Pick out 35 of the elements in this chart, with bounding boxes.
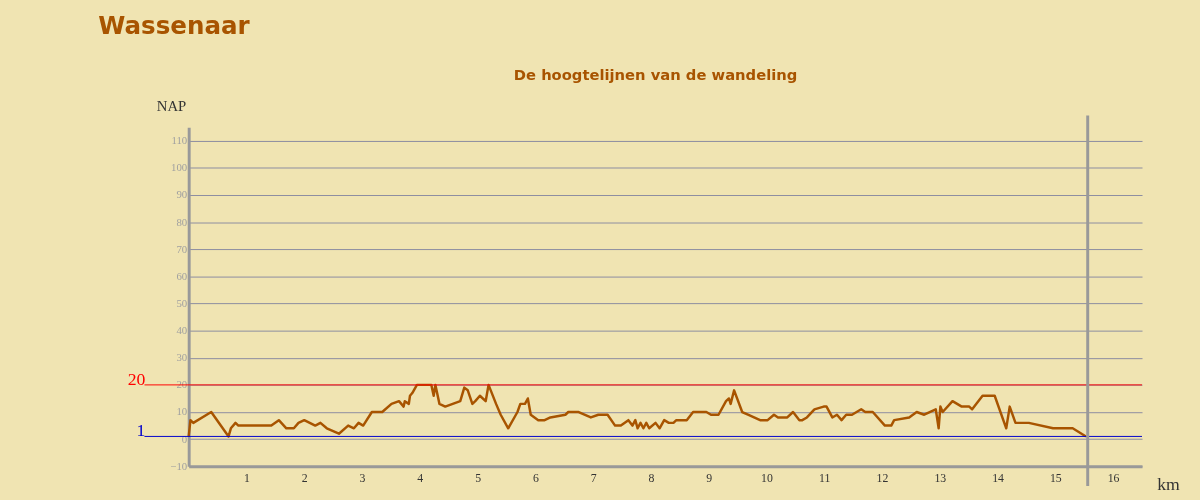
x-tick-label: 15 [1049,470,1062,485]
y-tick-label: 80 [176,215,188,228]
x-tick-label: 6 [532,470,539,485]
x-tick-label: 11 [819,470,831,485]
y-tick-label: 60 [176,269,188,282]
y-tick-label: 30 [176,351,188,364]
x-tick-label: 1 [244,470,251,485]
y-tick-label: 40 [176,324,188,337]
x-tick-label: 8 [648,470,655,485]
y-tick-label: 70 [176,242,188,255]
y-tick-label: 0 [181,432,188,445]
x-tick-label: 7 [590,470,597,485]
ref-line-label: 20 [127,368,146,389]
y-tick-label: 90 [176,188,188,201]
x-axis-title: km [1157,474,1181,495]
x-tick-label: 5 [475,470,482,485]
line-series [187,383,1088,438]
x-tick-label: 10 [761,470,773,485]
y-tick-label: 50 [176,296,188,309]
x-tick-label: 9 [706,470,713,485]
y-tick-label: 10 [176,405,188,418]
chart-title: Wassenaar [98,10,251,40]
x-tick-label: 3 [359,470,366,485]
x-tick-label: 13 [934,470,947,485]
y-tick-label: 110 [171,134,188,147]
y-tick-label: 100 [171,161,188,174]
x-tick-label: 14 [992,470,1005,485]
x-tick-label: 4 [417,470,424,485]
y-tick-label: −10 [170,459,188,472]
x-tick-label: 2 [301,470,308,485]
x-tick-label: 12 [876,470,889,485]
ref-line-label: 1 [136,420,146,441]
x-tick-label: 16 [1107,470,1120,485]
chart-subtitle: De hoogtelijnen van de wandeling [513,66,798,84]
y-axis-title: NAP [156,97,187,114]
